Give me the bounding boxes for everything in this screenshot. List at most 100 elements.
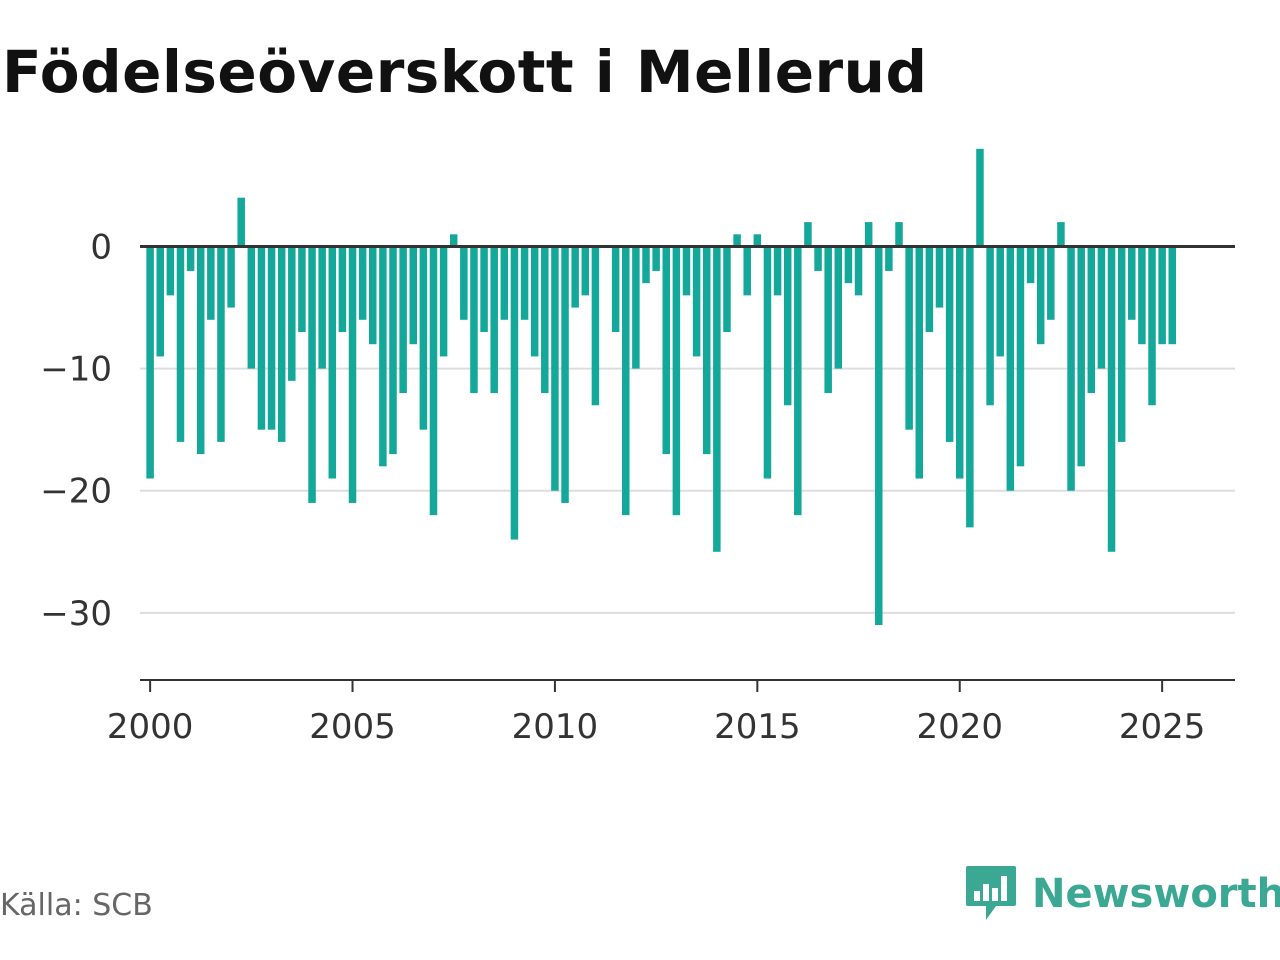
x-tick-label: 2010 — [512, 707, 599, 747]
bar — [1036, 246, 1045, 345]
bar — [996, 246, 1004, 357]
bar — [1128, 246, 1136, 320]
bar — [1057, 222, 1065, 247]
bar — [955, 246, 964, 479]
bar — [1067, 246, 1075, 491]
bar — [267, 246, 276, 430]
bar — [622, 246, 630, 516]
bar — [895, 222, 903, 247]
bar — [804, 222, 812, 247]
x-tick-label: 2005 — [309, 707, 396, 747]
bar — [915, 246, 924, 479]
bar — [520, 246, 529, 320]
bar — [429, 246, 438, 516]
bar — [581, 246, 590, 296]
bar — [692, 246, 701, 357]
bar — [1047, 246, 1055, 320]
bar — [541, 246, 549, 394]
bar — [824, 246, 832, 394]
bar — [773, 246, 782, 296]
bar — [844, 246, 853, 284]
y-tick-label: 0 — [90, 228, 112, 268]
bar — [1117, 246, 1126, 442]
bar — [1026, 246, 1035, 284]
bar — [672, 246, 681, 516]
bar — [976, 148, 984, 247]
bar — [358, 246, 367, 320]
bar — [642, 246, 650, 284]
bar — [571, 246, 579, 308]
bar — [490, 246, 498, 394]
bar — [611, 246, 620, 332]
bar — [288, 246, 296, 381]
bar — [389, 246, 397, 455]
bar — [237, 197, 245, 247]
bar — [247, 246, 256, 369]
bar — [743, 246, 751, 296]
y-tick-labels: 0 −10 −20 −30 — [40, 228, 112, 634]
y-tick-label: −30 — [40, 594, 112, 634]
bar — [379, 246, 387, 467]
bar — [864, 222, 873, 247]
bars — [146, 148, 1177, 626]
bar — [470, 246, 478, 394]
source-label: Källa: SCB — [0, 888, 153, 923]
bar — [834, 246, 843, 369]
bar — [753, 234, 762, 247]
bar — [369, 246, 377, 345]
bar — [338, 246, 347, 332]
bar — [713, 246, 721, 552]
bar — [935, 246, 944, 308]
bar — [794, 246, 802, 516]
y-tick-label: −10 — [40, 350, 112, 390]
x-tick-label: 2025 — [1119, 707, 1206, 747]
newsworthy-logo-icon — [966, 866, 1016, 920]
bar — [875, 246, 883, 626]
bar — [1016, 246, 1025, 467]
bar — [1077, 246, 1085, 467]
bar — [196, 246, 205, 455]
x-tick-label: 2020 — [916, 707, 1003, 747]
bar — [217, 246, 225, 442]
bar — [551, 246, 559, 491]
bar — [723, 246, 731, 332]
bar — [591, 246, 600, 406]
bar — [298, 246, 306, 332]
bar — [945, 246, 954, 442]
chart-title: Födelseöverskott i Mellerud — [2, 38, 928, 106]
bar — [207, 246, 215, 320]
axes — [140, 245, 1235, 692]
bar — [986, 246, 994, 406]
bar — [308, 246, 316, 503]
brand-name: Newsworthy — [1032, 871, 1280, 917]
bar — [510, 246, 519, 540]
bar — [449, 234, 458, 247]
bar — [763, 246, 772, 479]
x-tick-labels: 2000 2005 2010 2015 2020 2025 — [107, 707, 1206, 747]
bar — [561, 246, 569, 503]
bar — [480, 246, 488, 332]
bar — [186, 246, 195, 271]
bar — [318, 246, 326, 369]
bar — [176, 246, 185, 442]
brand-logo: Newsworthy — [964, 864, 1280, 924]
bar — [1006, 246, 1015, 491]
bar — [500, 246, 509, 320]
bar — [419, 246, 428, 430]
bar — [702, 246, 711, 455]
bar — [277, 246, 286, 442]
y-tick-label: −20 — [40, 472, 112, 512]
bar — [1097, 246, 1106, 369]
bar — [783, 246, 792, 406]
bar — [814, 246, 822, 271]
bar — [399, 246, 407, 394]
bar — [885, 246, 893, 271]
bar — [1168, 246, 1177, 345]
bar — [662, 246, 670, 455]
bar — [530, 246, 539, 357]
x-tick-label: 2000 — [107, 707, 194, 747]
bar — [257, 246, 266, 430]
bar — [439, 246, 448, 357]
bar — [925, 246, 934, 332]
bar — [156, 246, 164, 357]
